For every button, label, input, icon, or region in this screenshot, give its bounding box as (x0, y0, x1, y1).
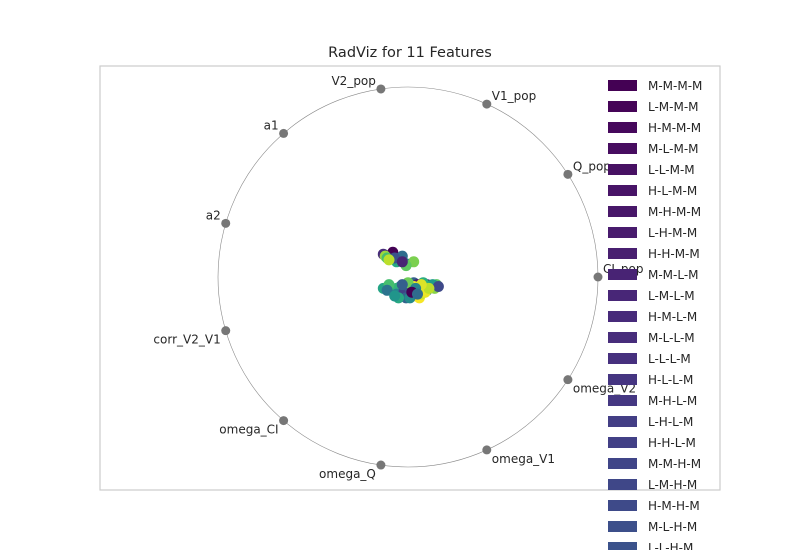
legend-swatch (608, 290, 637, 301)
legend-label: M-L-L-M (648, 331, 695, 345)
anchor-point (279, 128, 289, 138)
legend-label: M-M-H-M (648, 457, 701, 471)
anchor-point (221, 326, 231, 336)
legend-label: H-M-M-M (648, 121, 701, 135)
legend-label: H-M-H-M (648, 499, 700, 513)
points-layer (377, 246, 444, 304)
anchor-point (563, 375, 573, 385)
anchor-point (376, 460, 386, 470)
anchor-label: corr_V2_V1 (153, 333, 220, 347)
legend-swatch (608, 311, 637, 322)
anchors-layer: CI_popQ_popV1_popV2_popa1a2corr_V2_V1ome… (153, 74, 643, 481)
legend-label: H-L-M-M (648, 184, 697, 198)
legend-swatch (608, 248, 637, 259)
data-point (381, 284, 393, 296)
legend-label: M-H-L-M (648, 394, 697, 408)
legend-swatch (608, 374, 637, 385)
legend-swatch (608, 500, 637, 511)
data-point (383, 254, 395, 266)
anchor-label: a1 (264, 118, 279, 132)
legend-swatch (608, 122, 637, 133)
legend-swatch (608, 101, 637, 112)
legend-label: M-M-L-M (648, 268, 699, 282)
legend-swatch (608, 185, 637, 196)
legend-swatch (608, 437, 637, 448)
legend-swatch (608, 353, 637, 364)
legend-swatch (608, 80, 637, 91)
legend-label: L-L-M-M (648, 163, 695, 177)
legend-label: L-H-M-M (648, 226, 697, 240)
data-point (412, 288, 423, 300)
legend-label: M-L-M-M (648, 142, 699, 156)
anchor-point (482, 99, 492, 109)
legend-label: H-H-L-M (648, 436, 696, 450)
anchor-point (376, 84, 386, 94)
legend-swatch (608, 206, 637, 217)
legend-label: H-M-L-M (648, 310, 697, 324)
legend-swatch (608, 227, 637, 238)
anchor-point (563, 169, 573, 179)
legend-label: M-M-M-M (648, 79, 702, 93)
anchor-label: omega_V1 (492, 452, 555, 466)
data-point (389, 290, 401, 302)
anchor-label: omega_CI (219, 423, 278, 437)
legend-swatch (608, 479, 637, 490)
legend-swatch (608, 542, 637, 550)
legend-label: H-L-L-M (648, 373, 693, 387)
legend-label: M-H-M-M (648, 205, 701, 219)
anchor-label: V1_pop (492, 89, 536, 103)
legend-label: L-M-M-M (648, 100, 699, 114)
anchor-label: Q_pop (573, 159, 611, 173)
legend-swatch (608, 143, 637, 154)
legend-swatch (608, 269, 637, 280)
legend-swatch (608, 332, 637, 343)
legend-swatch (608, 164, 637, 175)
chart-title: RadViz for 11 Features (328, 45, 492, 61)
anchor-label: omega_Q (319, 467, 376, 481)
legend-swatch (608, 416, 637, 427)
legend-swatch (608, 521, 637, 532)
legend-label: L-M-L-M (648, 289, 695, 303)
legend-label: L-L-L-M (648, 352, 691, 366)
anchor-label: omega_V2 (573, 382, 636, 396)
anchor-label: V2_pop (331, 74, 375, 88)
legend: M-M-M-M L-M-M-M H-M-M-M M-L-M-M L-L-M-M H-L-M… (608, 79, 702, 550)
legend-swatch (608, 458, 637, 469)
anchor-point (279, 416, 289, 426)
anchor-point (482, 445, 492, 455)
legend-label: M-L-H-M (648, 520, 697, 534)
data-point (396, 279, 408, 291)
legend-label: L-M-H-M (648, 478, 697, 492)
anchor-point (593, 272, 603, 282)
legend-label: H-H-M-M (648, 247, 700, 261)
data-point (432, 281, 444, 292)
data-point (396, 256, 408, 268)
anchor-point (221, 218, 231, 228)
legend-label: L-L-H-M (648, 541, 693, 550)
legend-swatch (608, 395, 637, 406)
legend-label: L-H-L-M (648, 415, 693, 429)
anchor-label: a2 (206, 208, 221, 222)
